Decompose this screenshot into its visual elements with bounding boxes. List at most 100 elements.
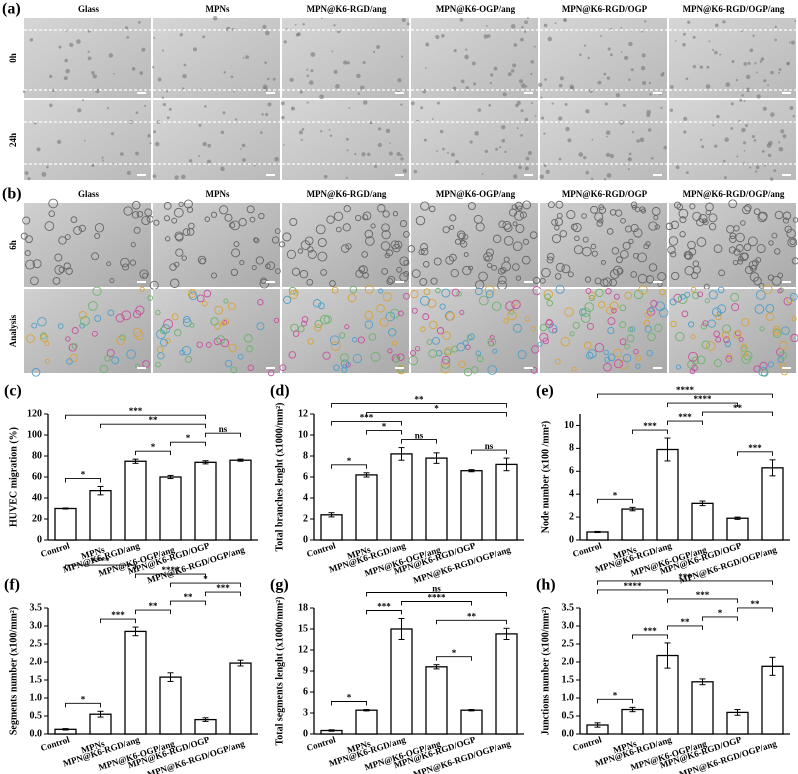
cell bbox=[64, 58, 69, 63]
cell bbox=[126, 35, 130, 39]
cell bbox=[171, 313, 179, 321]
significance-bracket: **** bbox=[597, 581, 668, 594]
error-bar bbox=[97, 710, 104, 718]
cell bbox=[360, 85, 365, 91]
cell bbox=[478, 271, 488, 282]
cell bbox=[188, 159, 193, 163]
image bbox=[153, 100, 280, 180]
cell bbox=[283, 40, 287, 44]
cell bbox=[265, 263, 271, 270]
cell bbox=[640, 208, 647, 214]
cell bbox=[493, 66, 498, 71]
cell bbox=[465, 48, 468, 51]
cell bbox=[762, 284, 773, 295]
cell bbox=[644, 325, 652, 333]
bar bbox=[621, 708, 644, 735]
cell bbox=[165, 236, 171, 242]
image bbox=[24, 100, 151, 180]
cell bbox=[238, 218, 247, 227]
significance-bracket: * bbox=[597, 690, 633, 704]
cell bbox=[326, 215, 335, 224]
cell bbox=[307, 246, 314, 253]
bar bbox=[390, 453, 413, 541]
bar bbox=[691, 681, 714, 735]
x-tick-label: Control bbox=[571, 540, 603, 559]
cell bbox=[620, 249, 629, 259]
cell bbox=[748, 236, 758, 247]
cell bbox=[594, 342, 605, 353]
cell bbox=[702, 320, 709, 327]
cell bbox=[57, 323, 64, 329]
cell bbox=[362, 100, 368, 105]
cell bbox=[484, 149, 488, 153]
error-bar bbox=[699, 500, 706, 507]
cell bbox=[321, 17, 323, 20]
cell bbox=[163, 319, 174, 329]
cell bbox=[37, 317, 47, 327]
cell bbox=[487, 262, 493, 269]
cell bbox=[78, 224, 86, 232]
cell bbox=[357, 336, 365, 344]
bracket-line bbox=[331, 701, 367, 706]
significance-label: *** bbox=[678, 572, 692, 582]
cell bbox=[675, 364, 682, 370]
cell bbox=[649, 93, 652, 96]
cell bbox=[94, 233, 101, 239]
bracket-line bbox=[667, 625, 703, 630]
significance-bracket: *** bbox=[331, 413, 402, 426]
bracket-line bbox=[597, 580, 773, 585]
significance-bracket: *** bbox=[597, 572, 773, 585]
micrograph bbox=[539, 200, 667, 288]
cell bbox=[40, 333, 49, 343]
chart-label: (d) bbox=[270, 383, 290, 400]
cell bbox=[524, 20, 528, 25]
cell bbox=[230, 220, 240, 231]
cell bbox=[558, 83, 563, 88]
cell bbox=[715, 313, 722, 321]
cell bbox=[685, 77, 689, 81]
cell bbox=[696, 355, 706, 365]
cell bbox=[600, 259, 606, 265]
scale-bar bbox=[395, 174, 404, 176]
cell bbox=[595, 288, 604, 298]
cell bbox=[739, 98, 743, 102]
cell bbox=[611, 247, 620, 255]
cell bbox=[113, 72, 115, 75]
cell bbox=[587, 56, 590, 60]
cell bbox=[792, 114, 795, 118]
cell bbox=[780, 129, 785, 134]
cell bbox=[538, 82, 543, 88]
cell bbox=[739, 252, 749, 262]
cell bbox=[791, 40, 795, 45]
bracket-line bbox=[632, 634, 668, 639]
significance-label: ** bbox=[415, 395, 425, 405]
cell bbox=[667, 245, 676, 255]
cell bbox=[628, 41, 633, 47]
y-tick-label: 3.0 bbox=[30, 620, 43, 631]
y-tick-label: 4 bbox=[303, 492, 308, 503]
cell bbox=[651, 206, 661, 216]
cell bbox=[246, 345, 254, 353]
cell bbox=[106, 261, 112, 267]
cell bbox=[754, 62, 757, 65]
cell bbox=[289, 77, 294, 82]
cell bbox=[58, 266, 65, 273]
y-tick-label: 15 bbox=[298, 623, 308, 634]
cell bbox=[613, 359, 623, 369]
error-bar bbox=[328, 729, 335, 732]
cell bbox=[635, 354, 642, 361]
cell bbox=[92, 74, 97, 79]
cell bbox=[718, 269, 725, 277]
micrograph bbox=[665, 199, 798, 290]
cell bbox=[789, 238, 796, 246]
cell bbox=[246, 205, 255, 214]
cell bbox=[107, 309, 115, 317]
cell bbox=[635, 363, 641, 369]
cell bbox=[529, 231, 538, 239]
significance-bracket: * bbox=[170, 433, 206, 447]
cell bbox=[712, 48, 715, 51]
cell bbox=[641, 53, 646, 58]
cell bbox=[523, 30, 527, 33]
cell bbox=[222, 318, 230, 325]
cell bbox=[453, 48, 457, 53]
